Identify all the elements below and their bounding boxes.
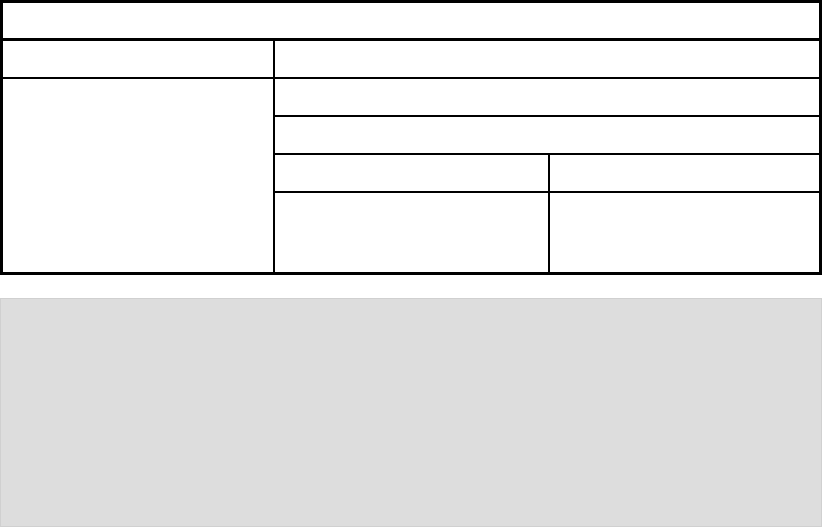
row2-left-cell	[3, 79, 273, 272]
row1-left-cell	[3, 41, 273, 77]
divider	[548, 153, 550, 272]
divider	[273, 115, 819, 117]
divider	[273, 191, 819, 193]
gray-panel	[0, 298, 822, 527]
right-row-cell	[275, 117, 819, 153]
right-row-cell	[275, 79, 819, 115]
layout-table	[0, 0, 822, 275]
sub-grid-cell	[275, 193, 548, 272]
sub-grid-cell	[550, 155, 819, 191]
divider	[273, 41, 275, 272]
divider	[3, 38, 819, 41]
divider	[3, 77, 819, 79]
row1-right-cell	[275, 41, 819, 77]
sub-grid-cell	[275, 155, 548, 191]
divider	[273, 153, 819, 155]
title-cell	[3, 3, 819, 38]
sub-grid-cell	[550, 193, 819, 272]
